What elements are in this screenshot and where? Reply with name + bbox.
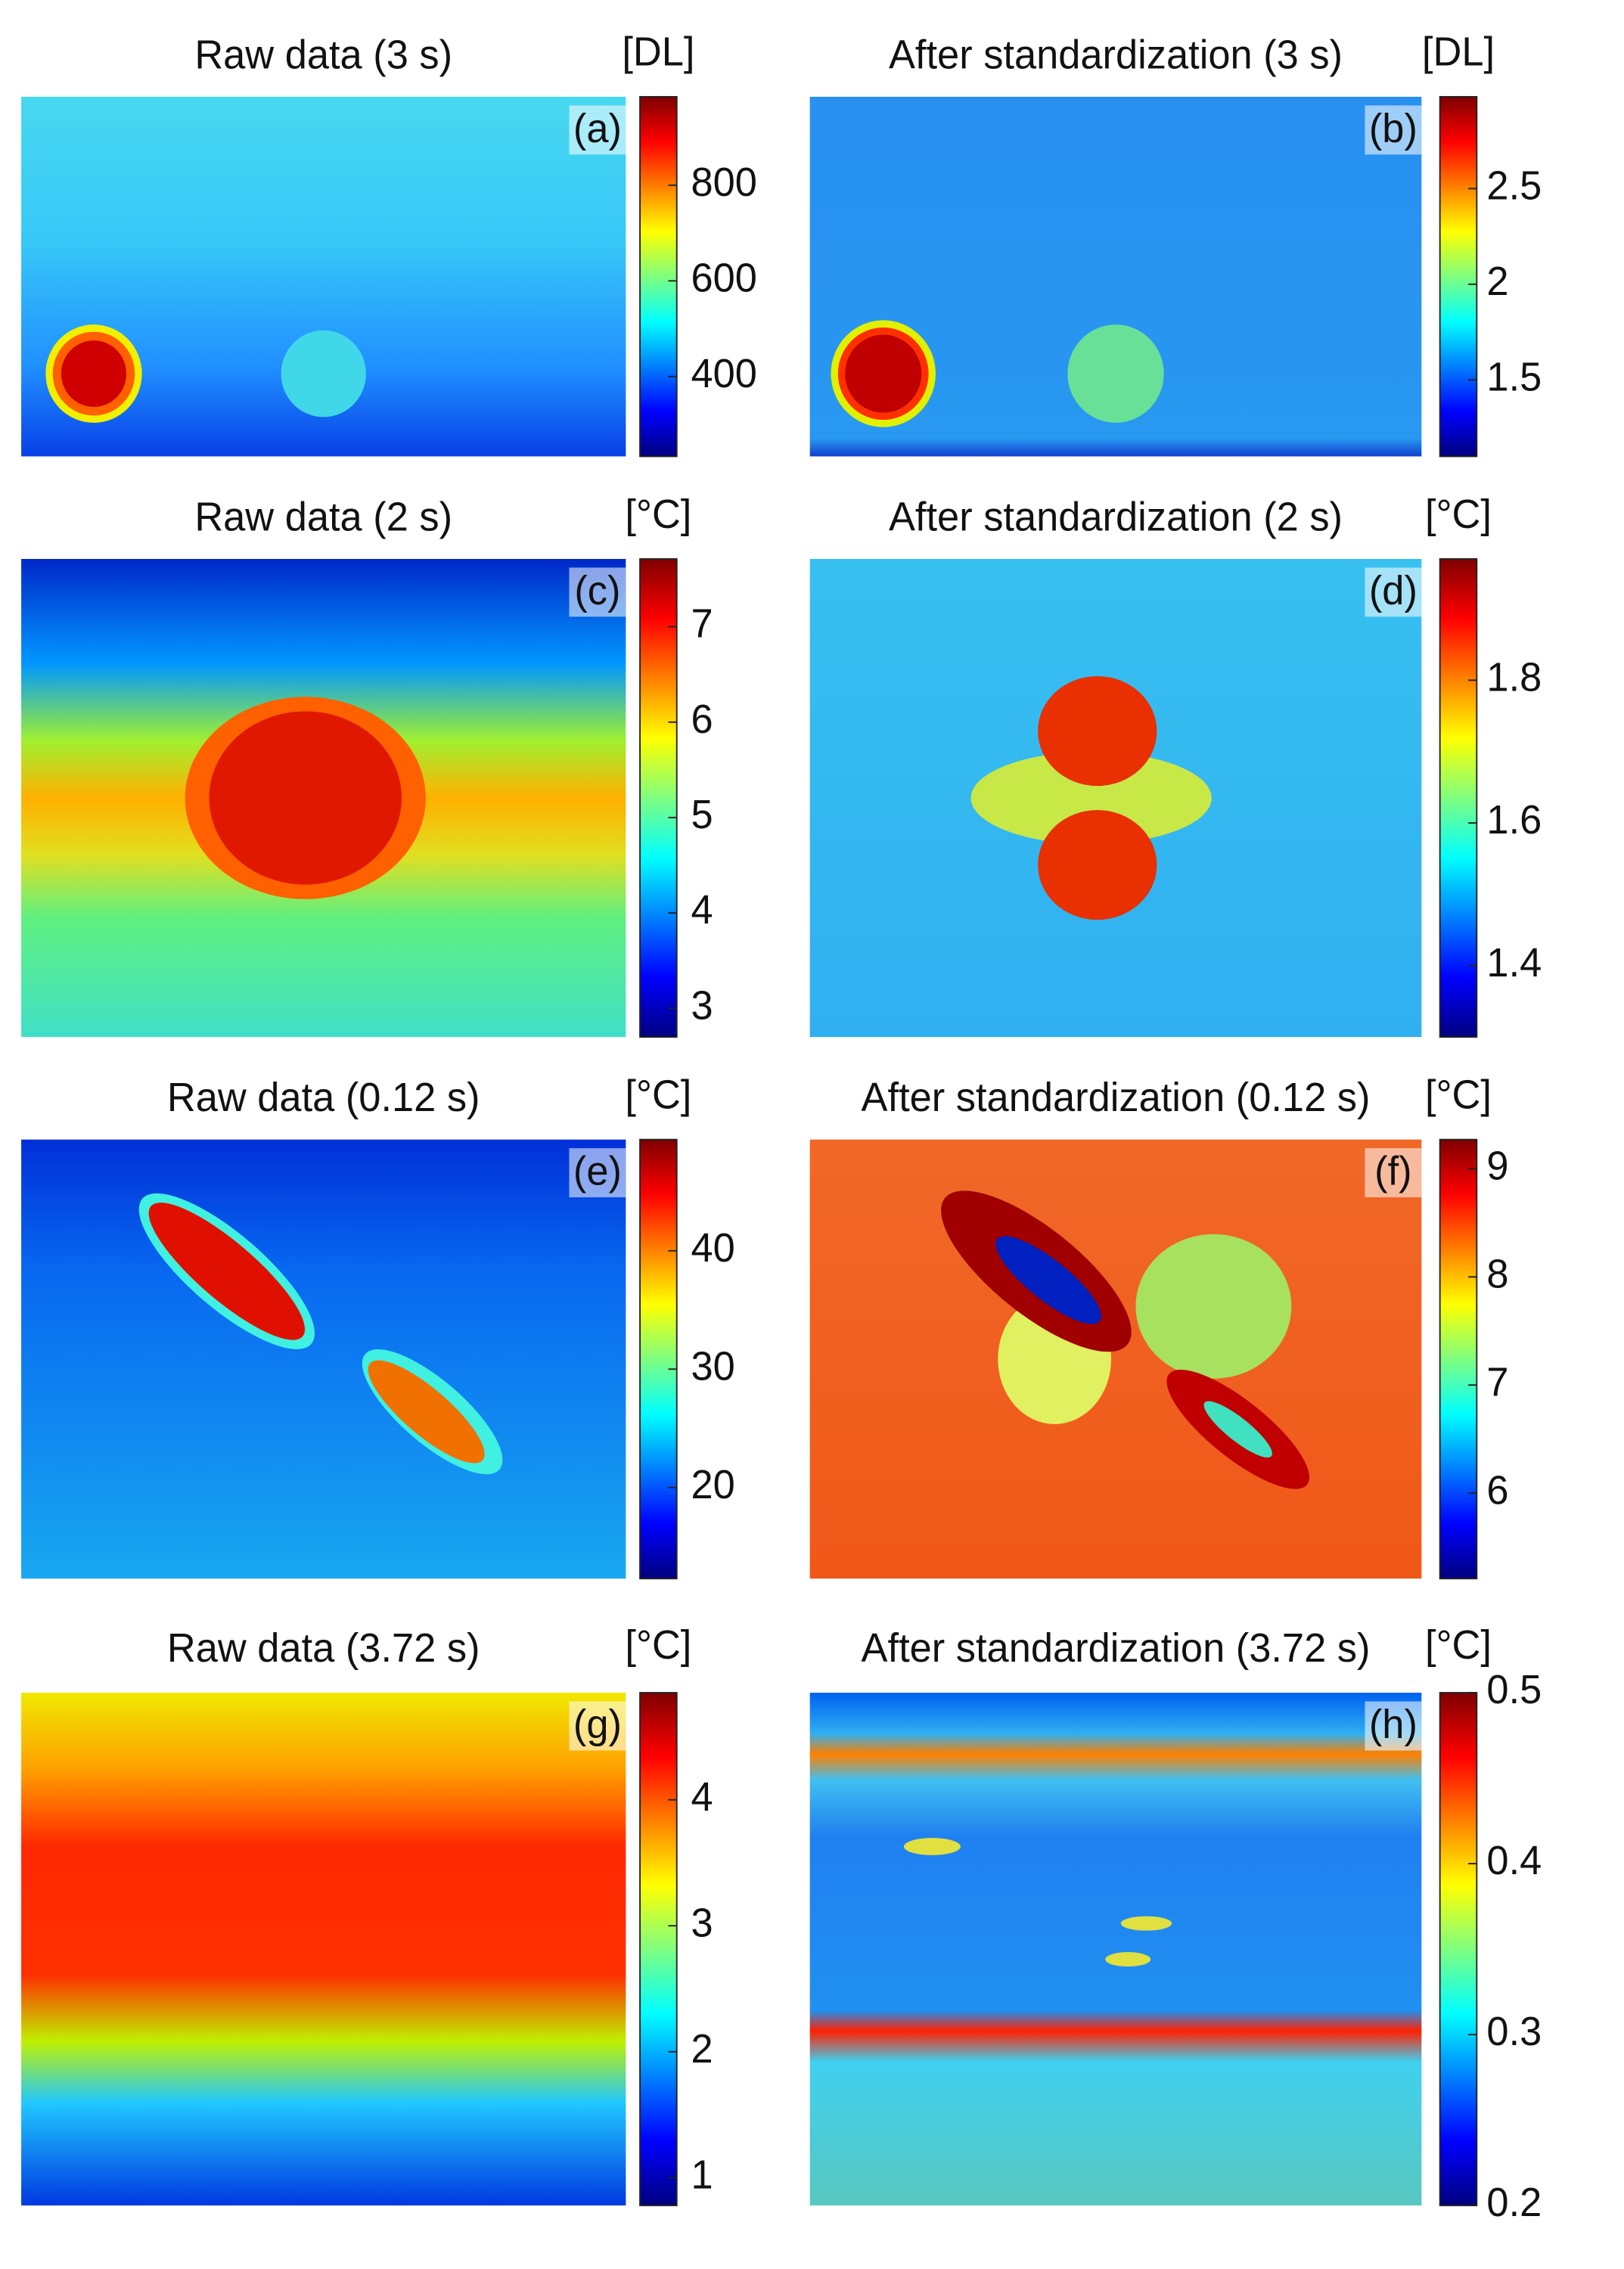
panel-label: (e)	[573, 1149, 622, 1194]
colorbar-tick-label: 3	[691, 983, 713, 1029]
colorbar-tick-label: 600	[691, 256, 756, 301]
image-feature	[903, 1837, 961, 1855]
colorbar-tick-label: 4	[691, 888, 713, 933]
colorbar-tick-label: 8	[1486, 1252, 1508, 1297]
colorbar-tick-label: 800	[691, 160, 756, 206]
panel-label: (h)	[1369, 1703, 1418, 1748]
colorbar-unit: [°C]	[1425, 492, 1492, 537]
panel-label-box	[569, 567, 626, 617]
colorbar	[639, 95, 678, 458]
image-feature	[1135, 1234, 1292, 1379]
colorbar-tick-label: 6	[1486, 1468, 1508, 1513]
panel-label: (c)	[574, 569, 620, 614]
image-feature	[1038, 676, 1157, 787]
colorbar-tick-label: 9	[1486, 1144, 1508, 1189]
panel-title: Raw data (3.72 s)	[167, 1625, 480, 1671]
panel-label-box	[1365, 1701, 1422, 1751]
image-feature	[1203, 1401, 1272, 1458]
colorbar	[1439, 558, 1478, 1038]
panel-label-box	[569, 1701, 626, 1751]
colorbar-tick-label: 5	[691, 793, 713, 838]
panel-label: (a)	[573, 106, 622, 151]
image-feature	[281, 330, 366, 417]
colorbar-tick-label: 7	[1486, 1360, 1508, 1405]
heatmap-image	[21, 1139, 626, 1579]
colorbar	[639, 1138, 678, 1580]
image-feature	[1067, 324, 1164, 424]
heatmap-image	[809, 1139, 1422, 1579]
panel-title: Raw data (0.12 s)	[167, 1076, 480, 1121]
colorbar-unit: [°C]	[1425, 1072, 1492, 1118]
panel-label-box	[569, 105, 626, 155]
image-feature	[970, 751, 1212, 845]
colorbar-tick-label: 0.4	[1486, 1839, 1542, 1884]
colorbar	[1439, 1138, 1478, 1580]
colorbar-tick-label: 2	[691, 2026, 713, 2072]
image-feature	[148, 1203, 306, 1340]
panel-label-box	[1365, 1148, 1422, 1198]
image-feature	[368, 1360, 485, 1464]
colorbar-tick-label: 1.5	[1486, 355, 1542, 400]
colorbar	[639, 1692, 678, 2206]
colorbar-unit: [DL]	[622, 29, 694, 75]
colorbar-tick-label: 20	[691, 1462, 734, 1507]
panel-title: After standardization (2 s)	[889, 495, 1343, 540]
colorbar-unit: [°C]	[625, 492, 691, 537]
heatmap-image	[809, 1693, 1422, 2205]
colorbar	[639, 558, 678, 1038]
colorbar-tick-label: 6	[691, 697, 713, 742]
colorbar-tick-label: 1.8	[1486, 655, 1542, 700]
colorbar-tick-label: 7	[691, 601, 713, 647]
colorbar-tick-label: 4	[691, 1774, 713, 1820]
colorbar-tick-label: 0.3	[1486, 2010, 1542, 2055]
colorbar-tick-label: 1.4	[1486, 940, 1542, 986]
colorbar-tick-label: 40	[691, 1225, 734, 1271]
panel-label: (f)	[1374, 1149, 1411, 1194]
colorbar-tick-label: 0.5	[1486, 1668, 1542, 1713]
heatmap-image	[21, 1693, 626, 2205]
colorbar-tick-label: 1	[691, 2153, 713, 2198]
panel-label: (d)	[1369, 569, 1418, 614]
image-feature	[1120, 1916, 1172, 1931]
colorbar-tick-label: 400	[691, 351, 756, 396]
panel-title: After standardization (3 s)	[889, 33, 1343, 78]
panel-label: (b)	[1369, 106, 1418, 151]
colorbar-tick-label: 3	[691, 1901, 713, 1946]
colorbar-tick-label: 2.5	[1486, 163, 1542, 209]
colorbar-unit: [°C]	[625, 1072, 691, 1118]
image-feature	[209, 711, 402, 885]
panel-title: Raw data (2 s)	[194, 495, 452, 540]
image-feature	[1105, 1952, 1151, 1967]
panel-label: (g)	[573, 1703, 622, 1748]
colorbar-unit: [°C]	[1425, 1623, 1492, 1668]
image-feature	[845, 334, 922, 413]
colorbar-unit: [°C]	[625, 1623, 691, 1668]
colorbar	[1439, 95, 1478, 458]
image-feature	[1038, 809, 1157, 920]
panel-title: Raw data (3 s)	[194, 33, 452, 78]
colorbar-tick-label: 0.2	[1486, 2181, 1542, 2226]
panel-label-box	[569, 1148, 626, 1198]
panel-title: After standardization (3.72 s)	[862, 1625, 1371, 1671]
panel-label-box	[1365, 567, 1422, 617]
colorbar	[1439, 1692, 1478, 2206]
panel-label-box	[1365, 105, 1422, 155]
panel-title: After standardization (0.12 s)	[862, 1076, 1371, 1121]
colorbar-tick-label: 2	[1486, 259, 1508, 304]
image-feature	[995, 1236, 1101, 1324]
colorbar-unit: [DL]	[1422, 29, 1495, 75]
colorbar-tick-label: 30	[691, 1344, 734, 1389]
image-feature	[61, 340, 127, 407]
colorbar-tick-label: 1.6	[1486, 798, 1542, 843]
